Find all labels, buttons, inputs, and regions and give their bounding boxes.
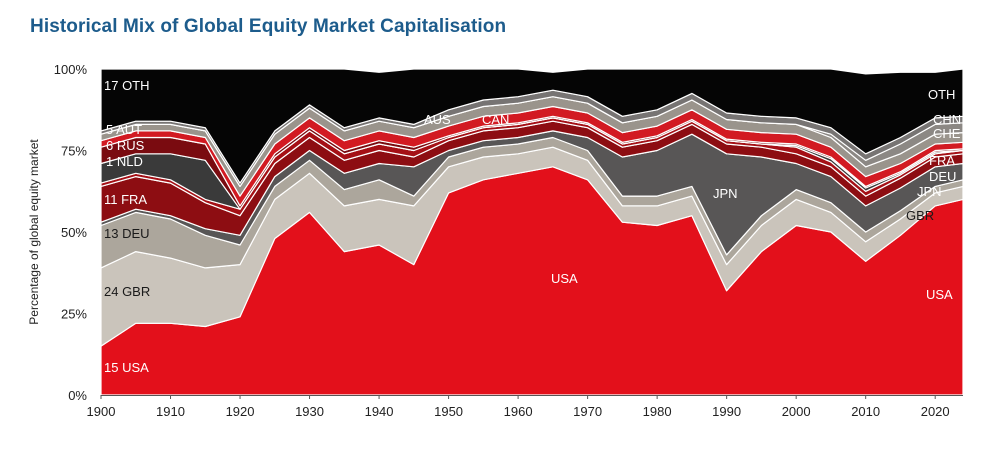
series-label-usa: USA <box>551 271 578 286</box>
x-tick-label: 1910 <box>156 404 185 419</box>
axes: 1900 1910 1920 1930 1940 1950 1960 1970 1980 1990… <box>54 62 963 419</box>
chart-title: Historical Mix of Global Equity Market C… <box>30 16 507 37</box>
x-tick-label: 1950 <box>434 404 463 419</box>
series-label-nld: 1 NLD <box>106 154 143 169</box>
series-areas <box>100 68 964 396</box>
y-axis-label: Percentage of global equity market <box>27 139 41 325</box>
series-label-rus: 6 RUS <box>106 138 145 153</box>
y-tick-label: 50% <box>61 225 87 240</box>
series-label-deu: DEU <box>929 169 956 184</box>
series-label-usa: 15 USA <box>104 360 149 375</box>
series-label-jpn: JPN <box>713 186 738 201</box>
x-tick-label: 1940 <box>365 404 394 419</box>
x-tick-label: 1930 <box>295 404 324 419</box>
series-label-fra: 11 FRA <box>104 192 147 207</box>
y-tick-label: 75% <box>61 144 87 159</box>
series-label-che: CHE <box>933 126 961 141</box>
series-label-usa: USA <box>926 287 953 302</box>
x-tick-label: 1900 <box>87 404 116 419</box>
series-label-gbr: 24 GBR <box>104 284 150 299</box>
series-label-oth: OTH <box>928 87 955 102</box>
series-label-oth: 17 OTH <box>104 78 150 93</box>
x-tick-label: 1980 <box>643 404 672 419</box>
x-tick-label: 1920 <box>226 404 255 419</box>
area-oth <box>100 68 964 184</box>
series-label-chn: CHN <box>933 112 961 127</box>
x-tick-label: 2020 <box>921 404 950 419</box>
x-tick-label: 2010 <box>851 404 880 419</box>
x-tick-label: 1960 <box>504 404 533 419</box>
y-tick-label: 100% <box>54 62 88 77</box>
x-tick-label: 2000 <box>782 404 811 419</box>
series-label-deu: 13 DEU <box>104 226 150 241</box>
y-tick-label: 25% <box>61 307 87 322</box>
x-tick-label: 1970 <box>573 404 602 419</box>
x-tick-label: 1990 <box>712 404 741 419</box>
series-label-gbr: GBR <box>906 208 934 223</box>
series-label-jpn: JPN <box>917 184 942 199</box>
series-label-fra: FRA <box>929 153 955 168</box>
series-label-can: CAN <box>482 112 509 127</box>
series-label-aut: 5 AUT <box>106 122 142 137</box>
y-tick-label: 0% <box>68 388 87 403</box>
series-label-aus: AUS <box>424 112 451 127</box>
